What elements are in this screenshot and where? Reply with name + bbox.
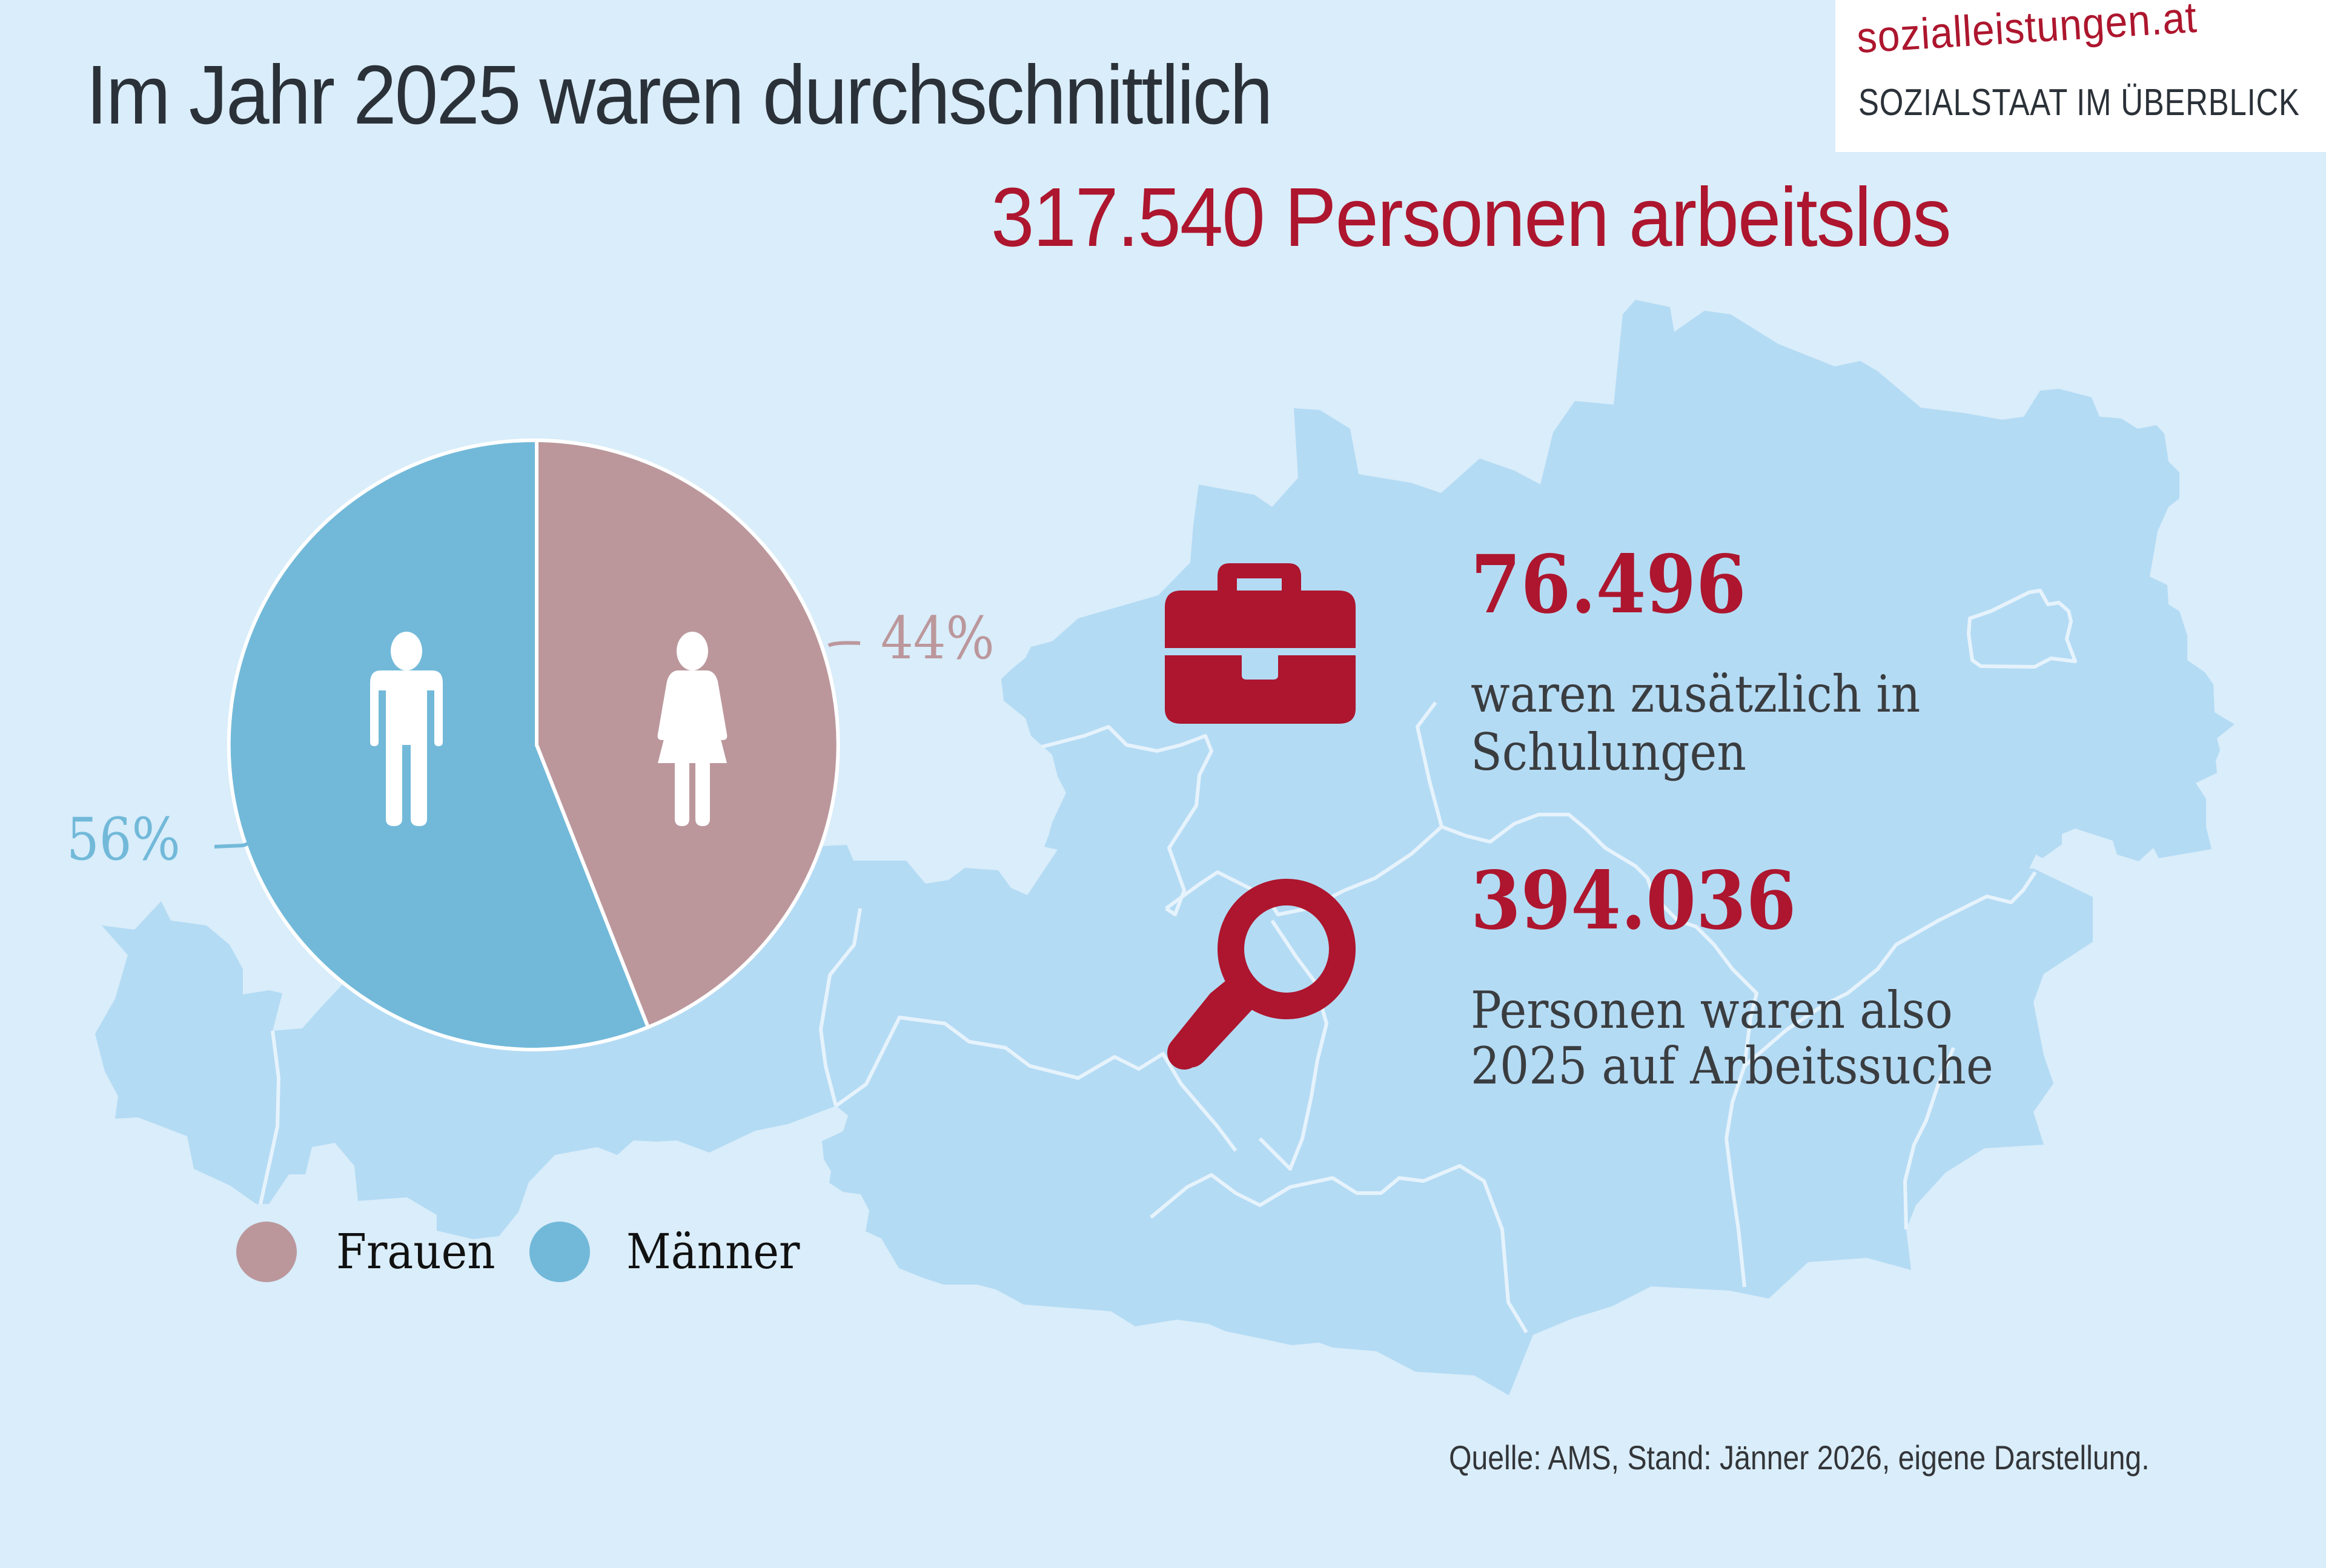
- legend-label-maenner: Männer: [626, 1223, 800, 1280]
- women-percentage-label: 44%: [881, 604, 995, 672]
- stat-training-value: 76.496: [1471, 538, 1746, 632]
- state-borders: [259, 589, 2077, 1334]
- stat-jobseekers-line2: 2025 auf Arbeitssuche: [1471, 1036, 1993, 1096]
- male-person-icon: [370, 632, 443, 826]
- briefcase-icon: [1165, 563, 1356, 724]
- legend-swatch-frauen: [236, 1222, 297, 1282]
- female-person-icon: [657, 632, 727, 826]
- men-percentage-label: 56%: [67, 806, 181, 873]
- austria-map-outline: [95, 300, 2235, 1395]
- women-label-leader: [827, 641, 861, 647]
- legend-swatch-maenner: [529, 1222, 590, 1282]
- men-label-leader: [214, 841, 250, 849]
- source-note: Quelle: AMS, Stand: Jänner 2026, eigene …: [1449, 1438, 2150, 1477]
- logo-box[interactable]: [1835, 0, 2326, 152]
- stat-jobseekers-value: 394.036: [1471, 854, 1797, 948]
- magnifier-icon: [1167, 879, 1356, 1070]
- page-title: Im Jahr 2025 waren durchschnittlich: [86, 48, 1273, 142]
- logo-tagline: SOZIALSTAAT IM ÜBERBLICK: [1858, 82, 2300, 124]
- stat-training-line1: waren zusätzlich in: [1471, 664, 1921, 724]
- stat-jobseekers-line1: Personen waren also: [1471, 981, 1953, 1040]
- legend-label-frauen: Frauen: [336, 1223, 495, 1280]
- stat-training-line2: Schulungen: [1471, 723, 1746, 782]
- headline-unemployed-count: 317.540 Personen arbeitslos: [991, 171, 1952, 264]
